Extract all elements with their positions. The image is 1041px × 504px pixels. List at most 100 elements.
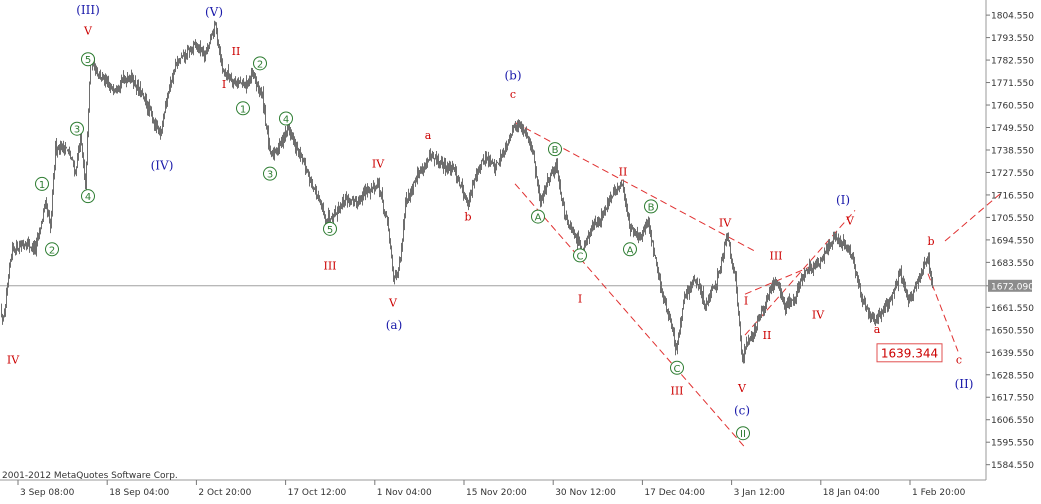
time-tick-label: 3 Sep 08:00 — [20, 488, 75, 498]
wave-label: (III) — [76, 3, 100, 17]
trend-channel-line — [744, 263, 819, 295]
wave-label: V — [737, 382, 747, 395]
wave-label: (b) — [504, 69, 521, 83]
wave-label: b — [464, 211, 471, 224]
wave-label-circle — [736, 426, 750, 441]
wave-label-circle — [45, 242, 59, 257]
time-tick-label: 1 Nov 04:00 — [377, 488, 432, 498]
wave-label: c — [956, 354, 962, 367]
price-tick-label: 1683.550 — [991, 259, 1034, 269]
wave-label: (I) — [836, 193, 850, 207]
wave-label-circle — [573, 248, 587, 263]
wave-label: 4 — [283, 115, 289, 126]
price-tick-label: 1782.550 — [991, 57, 1034, 67]
wave-label: B — [648, 202, 655, 213]
wave-label: 3 — [267, 170, 273, 181]
wave-label-circle — [623, 242, 637, 257]
wave-label-circle — [279, 111, 293, 126]
time-tick-label: 18 Sep 04:00 — [109, 488, 169, 498]
wave-label: (c) — [734, 404, 750, 418]
price-tick-label: 1705.550 — [991, 214, 1034, 224]
price-tick-label: 1694.550 — [991, 236, 1034, 246]
wave-label: II — [619, 166, 628, 179]
wave-label: 5 — [327, 225, 333, 236]
wave-label: I — [578, 292, 582, 305]
wave-label: V — [83, 25, 93, 38]
wave-label: 1 — [39, 180, 45, 191]
price-axis: 1804.550 1793.550 1782.550 1771.550 1760.550… — [986, 12, 1034, 471]
price-tick-label: 1606.550 — [991, 416, 1034, 426]
time-tick-label: 15 Nov 20:00 — [466, 488, 527, 498]
time-axis: 3 Sep 08:00 18 Sep 04:00 2 Oct 20:00 17 Oct… — [17, 480, 966, 498]
wave-label-circle — [81, 189, 95, 204]
wave-label: A — [627, 245, 634, 256]
wave-label: c — [510, 88, 516, 101]
price-tick-label: 1793.550 — [991, 34, 1034, 44]
wave-label: V — [388, 296, 398, 309]
time-tick-label: 1 Feb 20:00 — [912, 488, 966, 498]
wave-label: IV — [719, 217, 732, 230]
price-tick-label: 1760.550 — [991, 102, 1034, 112]
plot-area — [0, 0, 986, 480]
price-tick-label: 1628.550 — [991, 371, 1034, 381]
wave-label: a — [425, 129, 432, 142]
wave-label-circle — [70, 121, 84, 136]
wave-label: IV — [372, 157, 385, 170]
wave-label: III — [670, 384, 683, 397]
price-tick-label: 1738.550 — [991, 146, 1034, 156]
wave-label: IV — [7, 354, 20, 367]
price-tick-label: 1617.550 — [991, 394, 1034, 404]
wave-label: 3 — [74, 125, 80, 136]
price-tick-label: 1716.550 — [991, 191, 1034, 201]
wave-label: IV — [812, 309, 825, 322]
price-tick-label: 1639.550 — [991, 349, 1034, 359]
wave-label: (a) — [386, 318, 403, 332]
wave-label: II — [740, 429, 746, 440]
current-price-marker — [988, 279, 1032, 292]
price-tick-label: 1727.550 — [991, 169, 1034, 179]
target-price-box — [876, 343, 943, 363]
time-tick-label: 17 Dec 04:00 — [644, 488, 705, 498]
wave-label-circle — [670, 360, 684, 375]
wave-label: 2 — [49, 245, 55, 256]
wave-label: B — [552, 145, 559, 156]
wave-label: II — [763, 329, 772, 342]
wave-label: V — [845, 215, 855, 228]
time-tick-label: 18 Jan 04:00 — [823, 488, 880, 498]
price-tick-label: 1771.550 — [991, 79, 1034, 89]
price-tick-label: 1672.090 — [991, 282, 1034, 292]
price-tick-label: 1804.550 — [991, 12, 1034, 22]
wave-label: A — [535, 213, 542, 224]
wave-label-circle — [236, 101, 250, 116]
wave-label-circle — [81, 52, 95, 67]
time-tick-label: 3 Jan 12:00 — [734, 488, 786, 498]
wave-label: C — [674, 364, 681, 375]
wave-label-circle — [253, 56, 267, 71]
wave-label-circle — [35, 176, 49, 191]
price-tick-label: 1595.550 — [991, 439, 1034, 449]
price-tick-label: 1749.550 — [991, 124, 1034, 134]
price-tick-label: 1650.550 — [991, 326, 1034, 336]
copyright-text: 2001-2012 MetaQuotes Software Corp. — [2, 471, 178, 481]
wave-label: III — [323, 260, 336, 273]
wave-label: I — [222, 78, 226, 91]
wave-label: (IV) — [151, 159, 174, 173]
wave-label-circle — [548, 142, 562, 157]
trend-channel-line — [514, 183, 746, 448]
wave-label: I — [744, 294, 748, 307]
price-tick-label: 1584.550 — [991, 461, 1034, 471]
trend-channel-line — [944, 193, 1001, 242]
wave-label-circle — [531, 209, 545, 224]
wave-label-circle — [323, 221, 337, 236]
wave-label-circle — [263, 166, 277, 181]
wave-label: (V) — [205, 5, 223, 19]
target-price-label: 1639.344 — [881, 346, 938, 360]
wave-label: 1 — [240, 104, 246, 115]
wave-label: 4 — [85, 192, 91, 203]
wave-label: (II) — [955, 377, 974, 391]
wave-label: 5 — [85, 55, 91, 66]
wave-label-circle — [644, 199, 658, 214]
wave-label: C — [577, 251, 584, 262]
